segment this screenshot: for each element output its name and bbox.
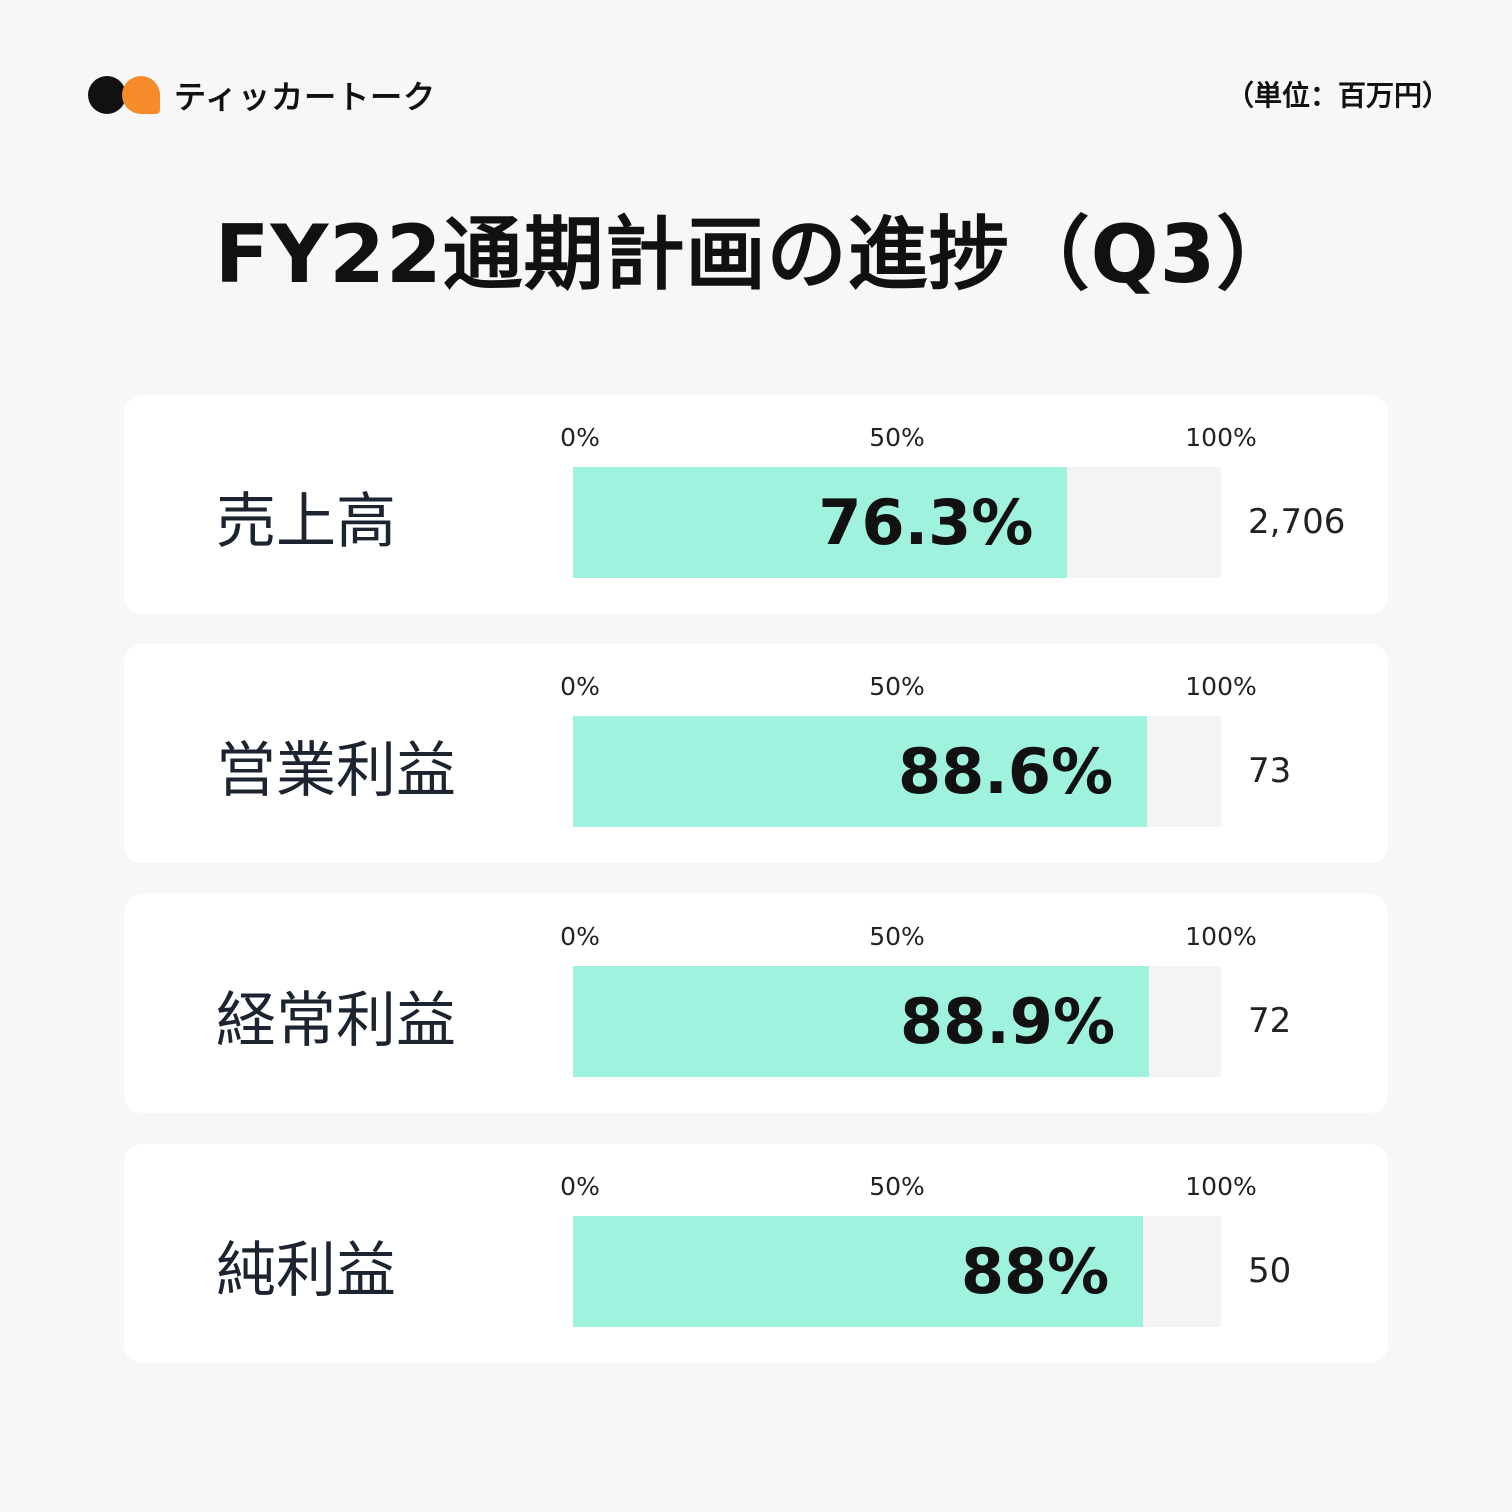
tick-label: 0% [560, 423, 600, 452]
tick-label: 0% [560, 672, 600, 701]
progress-card: 営業利益 0% 50% 100% 88.6% 73 [124, 644, 1388, 863]
bar-track: 88.6% [573, 716, 1221, 827]
logo-orange-bubble-icon [122, 76, 160, 114]
amount-label: 72 [1248, 1001, 1292, 1041]
amount-label: 73 [1248, 751, 1292, 791]
amount-label: 50 [1248, 1251, 1292, 1291]
tick-label: 100% [1185, 672, 1257, 701]
tick-label: 50% [869, 1172, 925, 1201]
category-label: 純利益 [216, 1236, 396, 1306]
bar-track: 88% [573, 1216, 1221, 1327]
chart-title: FY22通期計画の進捗（Q3） [214, 208, 1298, 301]
tick-label: 0% [560, 922, 600, 951]
unit-label: （単位：百万円） [1225, 79, 1450, 112]
tick-label: 50% [869, 672, 925, 701]
progress-card: 経常利益 0% 50% 100% 88.9% 72 [124, 894, 1388, 1113]
bar-track: 76.3% [573, 467, 1221, 578]
data-label: 88% [960, 1235, 1110, 1308]
bar-track: 88.9% [573, 966, 1221, 1077]
logo-black-circle-icon [88, 76, 126, 114]
tick-label: 100% [1185, 423, 1257, 452]
progress-card: 純利益 0% 50% 100% 88% 50 [124, 1144, 1388, 1363]
amount-label: 2,706 [1248, 502, 1346, 542]
data-label: 88.9% [899, 985, 1116, 1058]
tick-label: 100% [1185, 922, 1257, 951]
category-label: 売上高 [216, 487, 396, 557]
bar [573, 1216, 1144, 1327]
brand-name: ティッカートーク [174, 78, 437, 116]
data-label: 88.6% [898, 735, 1114, 808]
progress-card: 売上高 0% 50% 100% 76.3% 2,706 [124, 395, 1388, 614]
tick-label: 100% [1185, 1172, 1257, 1201]
category-label: 経常利益 [216, 986, 456, 1056]
category-label: 営業利益 [216, 736, 456, 806]
tick-label: 0% [560, 1172, 600, 1201]
tick-label: 50% [869, 922, 925, 951]
logo: ティッカートーク [88, 72, 436, 118]
bar [573, 966, 1150, 1077]
data-label: 76.3% [818, 486, 1034, 559]
tick-label: 50% [869, 423, 925, 452]
bar [573, 467, 1068, 578]
bar [573, 716, 1148, 827]
